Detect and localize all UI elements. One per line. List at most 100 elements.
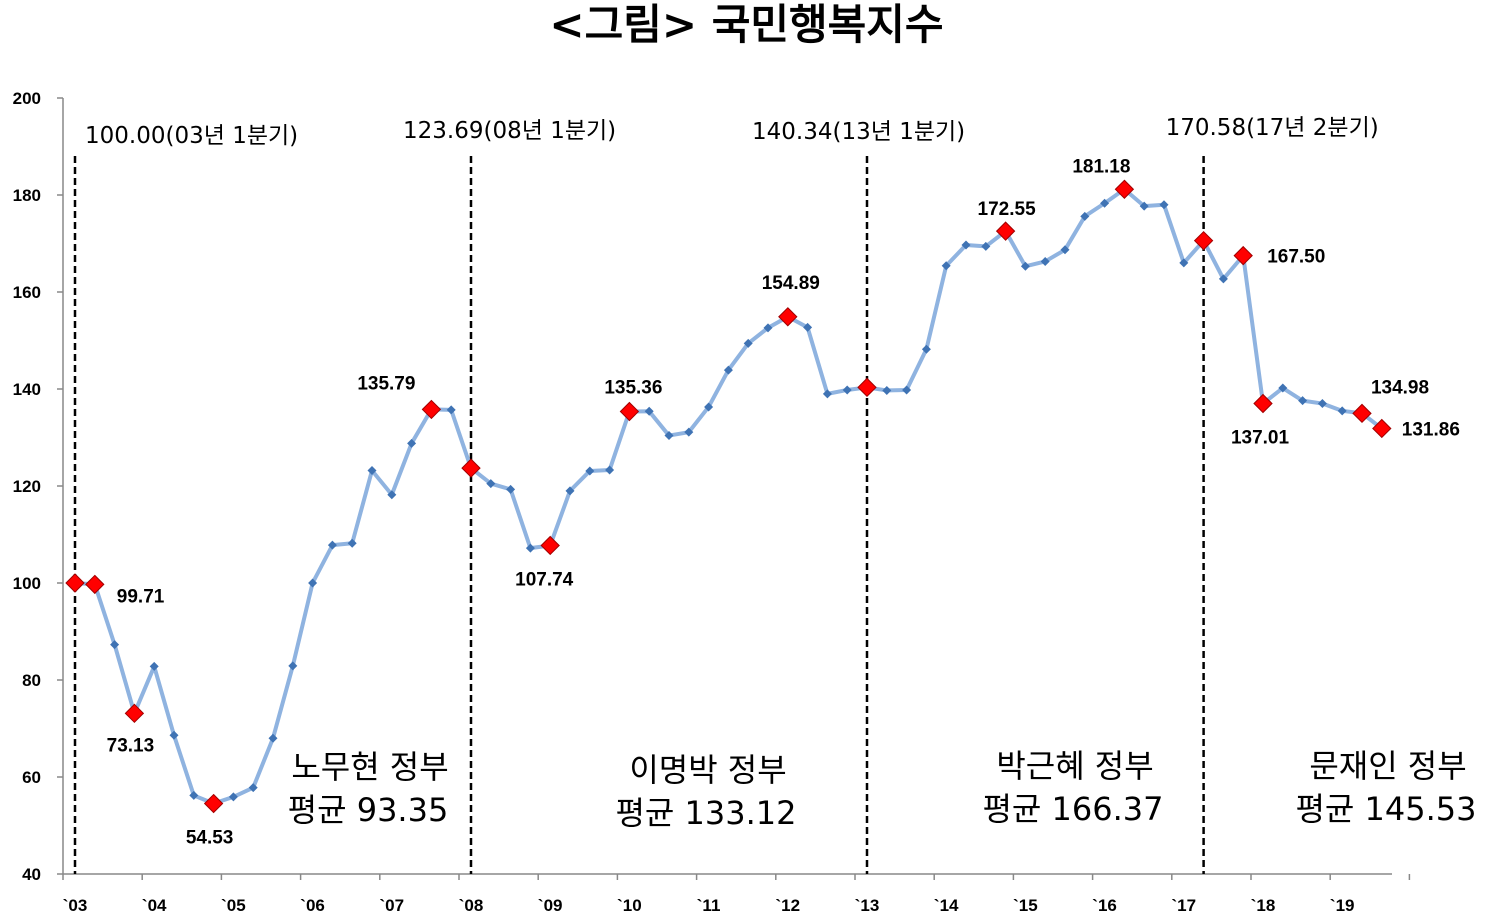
- highlight-point: [1114, 179, 1135, 199]
- series: [70, 184, 1387, 809]
- data-point: [446, 405, 456, 415]
- x-tick-label: `07: [380, 896, 405, 915]
- highlight-point: [540, 535, 560, 556]
- data-label: 54.53: [186, 828, 234, 849]
- data-point: [743, 338, 753, 348]
- government-name: 문재인 정부: [1309, 747, 1466, 785]
- data-point: [1040, 256, 1050, 266]
- data-point: [387, 490, 397, 500]
- x-tick-label: `03: [63, 896, 88, 915]
- data-point: [684, 427, 694, 437]
- data-label: 134.98: [1371, 377, 1429, 398]
- data-point: [268, 733, 278, 743]
- data-point: [506, 484, 516, 494]
- data-point: [921, 344, 931, 354]
- data-point: [228, 792, 238, 802]
- period-label: 140.34(13년 1분기): [752, 119, 965, 145]
- data-point: [842, 385, 852, 395]
- period-label: 170.58(17년 2분기): [1166, 115, 1379, 141]
- highlight-point: [85, 574, 105, 595]
- x-tick-label: `14: [934, 896, 959, 915]
- data-point: [308, 578, 318, 588]
- data-point: [723, 365, 733, 375]
- government-average: 평균 133.12: [615, 794, 796, 832]
- highlight-point: [421, 399, 442, 420]
- x-tick-label: `12: [776, 896, 801, 915]
- x-tick-label: `15: [1013, 896, 1038, 915]
- data-point: [1337, 406, 1347, 416]
- data-point: [110, 640, 120, 650]
- data-point: [941, 261, 951, 271]
- government-name: 이명박 정부: [629, 751, 786, 789]
- period-label: 100.00(03년 1분기): [85, 123, 298, 149]
- x-tick-label: `17: [1172, 896, 1197, 915]
- x-tick-label: `05: [221, 896, 246, 915]
- x-tick-label: `08: [459, 896, 484, 915]
- data-point: [1179, 258, 1189, 268]
- data-label: 135.36: [604, 378, 662, 399]
- y-tick-label: 80: [22, 671, 41, 690]
- government-name: 노무현 정부: [291, 748, 448, 786]
- data-point: [605, 465, 615, 475]
- data-point: [644, 406, 654, 416]
- data-point: [248, 783, 258, 793]
- data-point: [565, 486, 575, 496]
- data-label: 135.79: [357, 373, 415, 394]
- series-line: [74, 187, 1384, 806]
- data-point: [486, 479, 496, 489]
- data-labels: 99.71 73.13 54.53 135.79 107.74 135.36 154.89 1…: [65, 156, 1460, 849]
- data-point: [407, 438, 417, 448]
- data-point: [367, 465, 377, 475]
- data-point: [902, 385, 912, 395]
- x-tick-label: `13: [855, 896, 880, 915]
- data-point: [803, 322, 813, 332]
- highlight-point: [1352, 403, 1372, 424]
- period-label: 123.69(08년 1분기): [403, 118, 616, 144]
- x-tick-label: `11: [697, 896, 721, 915]
- data-point: [1278, 383, 1288, 393]
- government-average: 평균 166.37: [982, 790, 1163, 828]
- data-point: [981, 241, 991, 251]
- data-point: [882, 385, 892, 395]
- data-point: [169, 730, 179, 740]
- data-point: [763, 323, 773, 333]
- highlight-point: [995, 221, 1016, 241]
- x-tick-label: `19: [1330, 896, 1355, 915]
- y-tick-label: 100: [13, 574, 41, 593]
- period-lines: 100.00(03년 1분기) 123.69(08년 1분기) 140.34(13년…: [73, 115, 1379, 874]
- data-point: [961, 240, 971, 250]
- highlight-point: [65, 573, 85, 593]
- data-point: [1080, 211, 1090, 221]
- data-point: [189, 790, 199, 800]
- data-point: [149, 661, 159, 671]
- x-tick-label: `18: [1251, 896, 1276, 915]
- government-average: 평균 145.53: [1295, 790, 1476, 828]
- y-tick-label: 120: [13, 477, 41, 496]
- highlight-point: [461, 458, 481, 478]
- x-tick-label: `10: [617, 896, 642, 915]
- data-point: [1139, 201, 1149, 211]
- highlight-point: [124, 703, 145, 724]
- highlight-point: [1253, 393, 1273, 414]
- data-point: [1060, 245, 1070, 255]
- data-point: [585, 466, 595, 476]
- data-label: 167.50: [1267, 247, 1325, 268]
- y-tick-label: 60: [22, 768, 41, 787]
- data-point: [1159, 200, 1169, 210]
- data-label: 154.89: [762, 273, 820, 294]
- y-tick-label: 140: [13, 380, 41, 399]
- data-point: [704, 402, 714, 412]
- highlight-point: [203, 793, 224, 814]
- y-tick-label: 40: [22, 865, 41, 884]
- government-name: 박근혜 정부: [996, 747, 1153, 785]
- data-point: [347, 538, 357, 548]
- x-tick-label: `04: [142, 896, 167, 915]
- highlight-point: [619, 401, 640, 422]
- y-tick-label: 160: [13, 283, 41, 302]
- axes: 40 60 80 100 120 140 160 180 200 `03 `04 `05 `06 `07 `…: [13, 89, 1411, 915]
- highlight-point: [1372, 418, 1392, 439]
- data-point: [822, 389, 832, 399]
- x-tick-label: `09: [538, 896, 563, 915]
- data-label: 181.18: [1072, 156, 1130, 177]
